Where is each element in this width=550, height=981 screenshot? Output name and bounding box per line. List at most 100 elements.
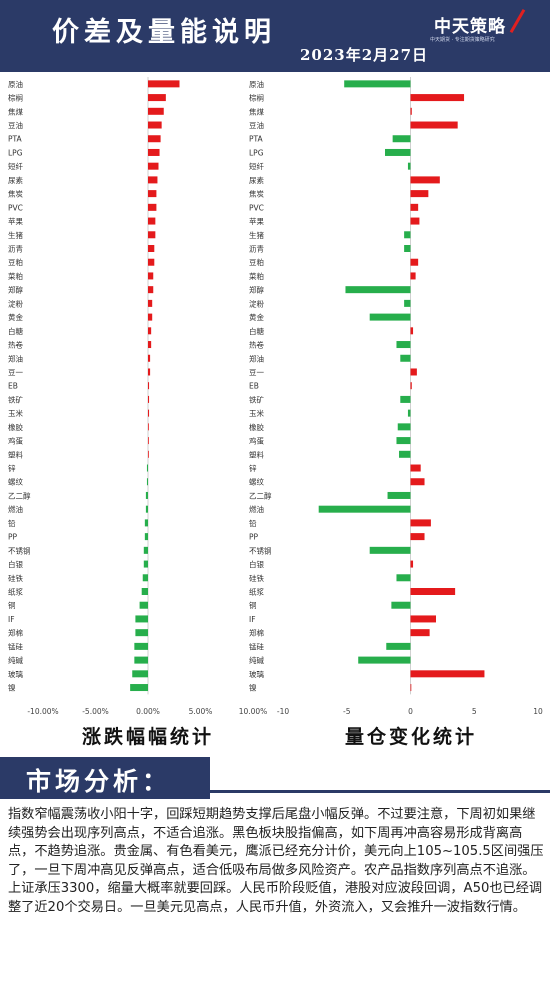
right-bar — [410, 107, 412, 115]
right-bar — [410, 588, 456, 595]
right-category-label: 纸浆 — [249, 587, 264, 597]
right-bar — [385, 148, 411, 156]
right-category-label: 郑棉 — [249, 628, 264, 638]
right-tick-label: -10 — [277, 707, 289, 716]
right-bar — [410, 519, 431, 527]
left-category-label: 鸡蛋 — [8, 436, 23, 446]
left-category-label: 菜粕 — [8, 271, 23, 281]
right-category-label: 豆粕 — [249, 257, 264, 267]
right-bar — [407, 162, 411, 170]
left-bar — [144, 519, 148, 527]
left-bar — [148, 231, 156, 239]
left-category-label: LPG — [8, 148, 23, 157]
right-tick-label: 5 — [472, 707, 477, 716]
left-bar — [135, 615, 148, 623]
right-category-label: 锰硅 — [249, 641, 264, 651]
right-category-label: PVC — [249, 203, 264, 212]
left-bar — [148, 409, 150, 417]
left-category-label: 锌 — [8, 463, 16, 473]
right-bar — [410, 176, 440, 184]
right-category-label: 豆油 — [249, 120, 264, 130]
right-category-label: 塑料 — [249, 449, 264, 459]
left-category-label: 锰硅 — [8, 641, 23, 651]
left-bar — [148, 450, 149, 458]
right-category-label: PTA — [249, 135, 264, 144]
left-category-label: 镍 — [8, 683, 16, 693]
left-bar — [146, 464, 148, 472]
left-category-label: 黄金 — [8, 312, 23, 322]
right-bar — [396, 574, 411, 582]
left-category-label: 玻璃 — [8, 669, 23, 679]
left-tick-label: -10.00% — [27, 707, 58, 716]
right-category-label: 菜粕 — [249, 271, 264, 281]
right-bar — [410, 478, 425, 486]
right-bar — [410, 368, 417, 376]
left-bar — [148, 341, 152, 349]
right-category-label: 生猪 — [249, 230, 264, 240]
right-bar — [369, 313, 411, 321]
right-bar — [400, 354, 411, 362]
right-bar — [410, 121, 458, 129]
right-bar — [396, 437, 411, 445]
right-category-label: 沥青 — [249, 244, 264, 254]
right-category-label: 热卷 — [249, 340, 264, 350]
right-bar — [410, 615, 436, 623]
left-category-label: 铁矿 — [8, 394, 23, 404]
left-category-label: 苹果 — [8, 216, 23, 226]
left-category-label: 塑料 — [8, 449, 23, 459]
left-tick-label: 0.00% — [136, 707, 160, 716]
left-category-label: 豆粕 — [8, 257, 23, 267]
left-category-label: 燃油 — [8, 504, 23, 514]
left-category-label: EB — [8, 382, 18, 391]
right-bar — [404, 231, 411, 239]
left-category-label: 原油 — [8, 79, 23, 89]
left-bar — [134, 642, 148, 650]
right-chart-title: 量仓变化统计 — [345, 726, 478, 748]
right-category-label: 铅 — [249, 518, 257, 528]
header-banner: 价差及量能说明 2023年2月27日 中天策略 中天期货 · 专注期货策略研究 — [0, 0, 550, 72]
right-category-label: 铜 — [249, 600, 257, 610]
brand-logo: 中天策略 中天期货 · 专注期货策略研究 — [424, 8, 544, 48]
right-bar — [410, 258, 419, 266]
left-category-label: 不锈钢 — [8, 545, 31, 555]
right-bar — [410, 203, 419, 211]
left-bar — [146, 478, 148, 486]
left-category-label: 淀粉 — [8, 298, 23, 308]
left-bar — [148, 437, 149, 445]
left-category-label: 焦炭 — [8, 189, 23, 199]
left-bar — [148, 121, 162, 129]
left-bar — [148, 354, 151, 362]
left-category-label: 焦煤 — [8, 106, 23, 116]
left-bar — [148, 135, 161, 143]
right-category-label: 橡胶 — [249, 422, 264, 432]
page-title: 价差及量能说明 — [52, 17, 276, 48]
left-bar — [148, 245, 155, 252]
left-category-label: IF — [8, 615, 15, 624]
right-bar — [400, 395, 411, 403]
left-bar — [144, 533, 148, 541]
left-bar — [148, 176, 158, 184]
right-bar — [397, 423, 411, 431]
section-title: 市场分析： — [26, 767, 172, 796]
left-bar — [139, 601, 148, 609]
left-bar — [130, 684, 148, 692]
right-category-label: 硅铁 — [249, 573, 264, 583]
left-category-label: 纯碱 — [8, 655, 23, 665]
report-date: 2023年2月27日 — [300, 46, 429, 64]
right-bar — [410, 560, 414, 568]
left-category-label: 郑油 — [8, 353, 23, 363]
left-category-label: 豆一 — [8, 368, 23, 377]
right-category-label: 燃油 — [249, 504, 264, 514]
right-bar — [410, 684, 412, 692]
right-category-label: 淀粉 — [249, 298, 264, 308]
left-bar — [148, 258, 155, 266]
right-bar — [344, 80, 411, 88]
left-category-label: 螺纹 — [8, 477, 23, 487]
left-bar — [148, 382, 150, 390]
left-category-label: 热卷 — [8, 340, 23, 350]
left-bar — [148, 107, 164, 115]
right-bar — [404, 245, 411, 252]
left-category-label: 短纤 — [8, 161, 23, 171]
left-bar — [145, 505, 148, 513]
right-bar — [410, 94, 465, 102]
